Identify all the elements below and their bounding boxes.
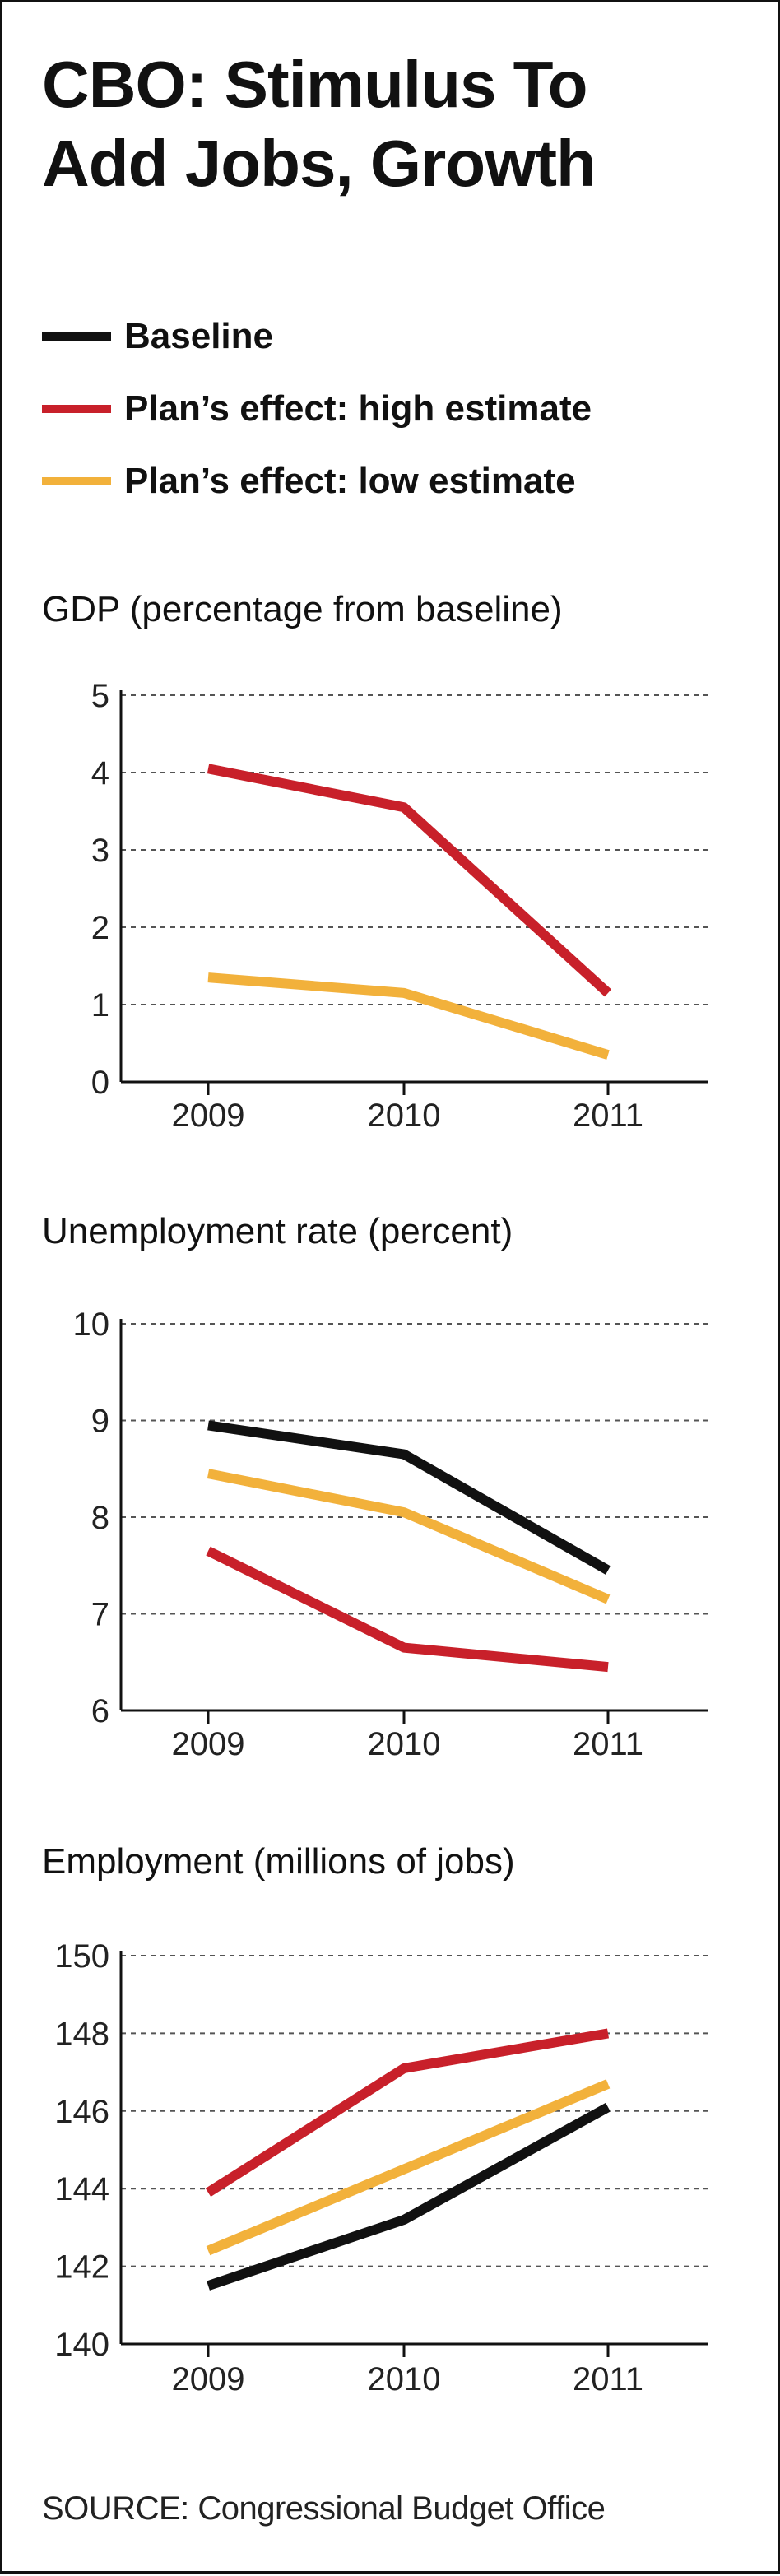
x-tick-label: 2009 bbox=[172, 1098, 245, 1134]
data-point bbox=[207, 2192, 209, 2193]
series-line-plan-s-effect-high-estimate bbox=[206, 1546, 609, 1673]
data-point bbox=[403, 2169, 405, 2170]
data-point bbox=[207, 1550, 209, 1552]
legend-item-high-estimate: Plan’s effect: high estimate bbox=[42, 373, 592, 445]
y-tick-label: 0 bbox=[91, 1065, 109, 1101]
chart-title: Unemployment rate (percent) bbox=[42, 1211, 513, 1251]
source-note: SOURCE: Congressional Budget Office bbox=[42, 2490, 606, 2527]
y-tick-label: 142 bbox=[54, 2249, 109, 2286]
data-point bbox=[207, 1473, 209, 1474]
y-tick-label: 9 bbox=[91, 1404, 109, 1440]
data-point bbox=[403, 2219, 405, 2221]
data-point bbox=[607, 992, 609, 994]
data-point bbox=[403, 1511, 405, 1513]
legend-label-high-estimate: Plan’s effect: high estimate bbox=[124, 388, 592, 429]
data-point bbox=[607, 1570, 609, 1571]
chart-unemployment-rate: Unemployment rate (percent) 6 7 8 9 10 2009 201… bbox=[42, 1211, 708, 1762]
chart-employment: Employment (millions of jobs) 140 142 144 14… bbox=[42, 1841, 708, 2397]
y-tick-label: 2 bbox=[91, 910, 109, 946]
y-tick-label: 140 bbox=[54, 2327, 109, 2363]
x-tick-label: 2010 bbox=[368, 1726, 441, 1762]
x-tick-label: 2010 bbox=[368, 2361, 441, 2397]
data-point bbox=[207, 768, 209, 769]
data-point bbox=[607, 2032, 609, 2034]
y-tick-label: 1 bbox=[91, 987, 109, 1023]
legend-item-baseline: Baseline bbox=[42, 300, 592, 373]
data-point bbox=[607, 1666, 609, 1668]
data-point bbox=[403, 992, 405, 994]
y-tick-label: 148 bbox=[54, 2016, 109, 2052]
y-tick-label: 150 bbox=[54, 1938, 109, 1975]
y-tick-label: 7 bbox=[91, 1597, 109, 1633]
y-tick-label: 144 bbox=[54, 2171, 109, 2207]
series-line-plan-s-effect-low-estimate bbox=[207, 1469, 611, 1604]
x-tick-label: 2011 bbox=[573, 1098, 643, 1134]
graphic-title: CBO: Stimulus To Add Jobs, Growth bbox=[42, 45, 597, 203]
y-tick-label: 3 bbox=[91, 833, 109, 869]
series-line-baseline bbox=[207, 2102, 611, 2291]
legend-item-low-estimate: Plan’s effect: low estimate bbox=[42, 445, 592, 518]
data-point bbox=[207, 2250, 209, 2252]
data-point bbox=[403, 1647, 405, 1649]
data-point bbox=[207, 1424, 209, 1426]
legend-swatch-low-estimate bbox=[42, 477, 111, 485]
y-tick-label: 5 bbox=[91, 678, 109, 714]
series-line-plan-s-effect-high-estimate bbox=[207, 764, 612, 997]
chart-gdp: GDP (percentage from baseline) 0 1 2 3 4 5 2009… bbox=[42, 589, 708, 1134]
x-tick-label: 2010 bbox=[368, 1098, 441, 1134]
series-line-plan-s-effect-low-estimate bbox=[207, 972, 610, 1060]
data-point bbox=[403, 1454, 405, 1455]
title-line-1: CBO: Stimulus To bbox=[42, 48, 587, 121]
x-tick-label: 2009 bbox=[172, 2361, 245, 2397]
series-line-plan-s-effect-low-estimate bbox=[206, 2079, 611, 2256]
x-tick-label: 2011 bbox=[573, 2361, 643, 2397]
series-line-baseline bbox=[207, 1420, 611, 1575]
x-tick-label: 2009 bbox=[172, 1726, 245, 1762]
data-point bbox=[607, 1054, 609, 1056]
y-tick-label: 4 bbox=[91, 755, 109, 791]
data-point bbox=[403, 806, 405, 808]
chart-title: Employment (millions of jobs) bbox=[42, 1841, 515, 1882]
data-point bbox=[607, 1599, 609, 1600]
legend-swatch-baseline bbox=[42, 332, 111, 341]
legend-swatch-high-estimate bbox=[42, 405, 111, 413]
y-tick-label: 8 bbox=[91, 1500, 109, 1536]
title-line-2: Add Jobs, Growth bbox=[42, 127, 597, 200]
y-tick-label: 10 bbox=[73, 1307, 110, 1343]
y-tick-label: 6 bbox=[91, 1693, 109, 1729]
y-tick-label: 146 bbox=[54, 2094, 109, 2130]
x-tick-label: 2011 bbox=[573, 1726, 643, 1762]
data-point bbox=[607, 2083, 609, 2085]
series-line-plan-s-effect-high-estimate bbox=[205, 2028, 610, 2197]
legend: Baseline Plan’s effect: high estimate Pl… bbox=[42, 300, 592, 518]
legend-label-low-estimate: Plan’s effect: low estimate bbox=[124, 461, 576, 501]
data-point bbox=[207, 2285, 209, 2286]
legend-label-baseline: Baseline bbox=[124, 316, 273, 356]
chart-title: GDP (percentage from baseline) bbox=[42, 589, 563, 629]
data-point bbox=[607, 2106, 609, 2108]
data-point bbox=[403, 2068, 405, 2069]
data-point bbox=[207, 977, 209, 978]
